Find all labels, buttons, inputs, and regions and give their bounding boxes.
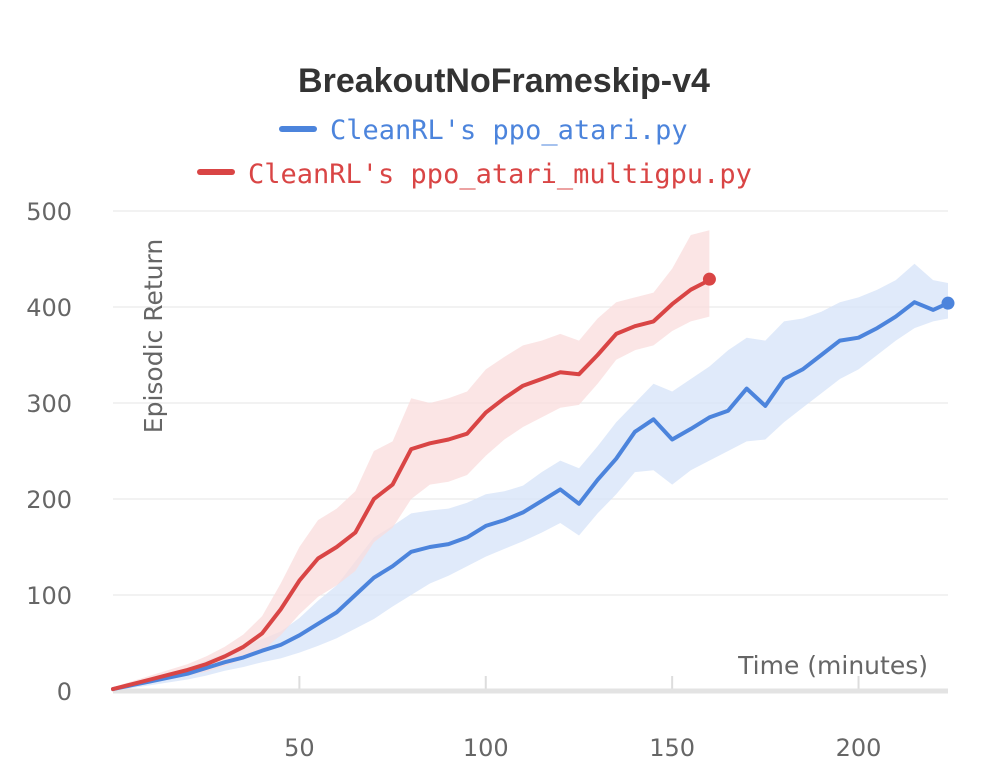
series-line-1: [111, 278, 712, 692]
legend-label-ppo-atari: CleanRL's ppo_atari.py: [330, 115, 688, 146]
y-axis-ticks: 0 100 200 300 400 500: [26, 198, 72, 706]
y-axis-label: Episodic Return: [139, 239, 168, 433]
y-tick-label: 400: [26, 294, 72, 322]
x-tick-label: 150: [649, 734, 695, 762]
y-tick-label: 0: [57, 678, 72, 706]
x-tick-label: 50: [284, 734, 315, 762]
y-tick-label: 200: [26, 486, 72, 514]
x-axis-ticks: 50 100 150 200: [284, 734, 881, 762]
x-tick-label: 200: [836, 734, 882, 762]
end-point-marker-series-0[interactable]: [941, 296, 955, 310]
chart-title: BreakoutNoFrameskip-v4: [298, 62, 710, 100]
grid-lines: [113, 210, 948, 694]
y-tick-label: 100: [26, 582, 72, 610]
legend-label-ppo-atari-multigpu: CleanRL's ppo_atari_multigpu.py: [248, 159, 752, 190]
y-tick-label: 300: [26, 390, 72, 418]
legend-item-ppo-atari[interactable]: CleanRL's ppo_atari.py: [279, 115, 688, 146]
end-point-marker-series-1[interactable]: [702, 272, 716, 286]
legend: CleanRL's ppo_atari.py CleanRL's ppo_ata…: [197, 115, 752, 190]
series-line-0: [111, 300, 950, 692]
confidence-bands: [113, 230, 948, 691]
x-tick-label: 100: [463, 734, 509, 762]
legend-item-ppo-atari-multigpu[interactable]: CleanRL's ppo_atari_multigpu.py: [197, 159, 752, 190]
confidence-band-series-1: [113, 230, 710, 691]
confidence-band-series-0: [113, 263, 948, 691]
x-axis-label: Time (minutes): [737, 651, 928, 680]
y-tick-label: 500: [26, 198, 72, 226]
series-lines: [111, 272, 955, 692]
